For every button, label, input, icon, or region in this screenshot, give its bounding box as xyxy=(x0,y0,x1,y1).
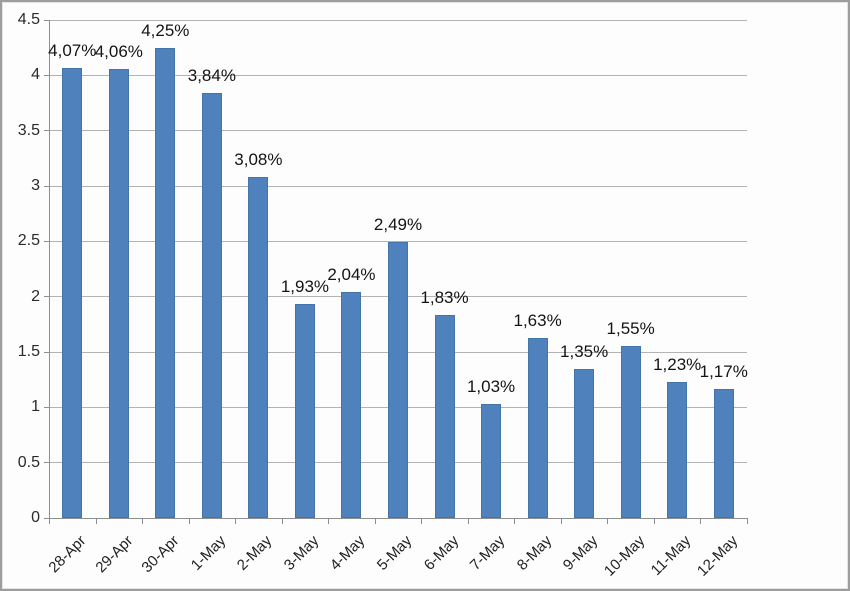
y-tick-mark xyxy=(44,74,49,76)
bar xyxy=(248,177,269,518)
bar-data-label: 1,83% xyxy=(420,288,469,308)
y-axis-tick-label: 0.5 xyxy=(17,453,40,471)
bar-data-label: 4,07% xyxy=(48,40,97,60)
x-tick-mark xyxy=(281,519,283,524)
y-gridline xyxy=(49,74,747,76)
bar xyxy=(294,304,315,518)
y-axis-tick-label: 4.5 xyxy=(17,11,40,28)
y-tick-mark xyxy=(44,130,49,132)
y-tick-mark xyxy=(44,517,49,519)
y-axis-tick-label: 3 xyxy=(31,177,40,194)
y-axis-line xyxy=(49,20,50,518)
y-gridline xyxy=(49,130,747,132)
x-axis-line xyxy=(49,518,748,519)
x-tick-mark xyxy=(328,519,330,524)
x-tick-mark xyxy=(95,519,97,524)
x-tick-mark xyxy=(700,519,702,524)
x-tick-mark xyxy=(421,519,423,524)
bar-data-label: 2,49% xyxy=(373,215,423,235)
bar xyxy=(201,93,222,518)
y-axis-tick-label: 1 xyxy=(31,398,40,416)
bar xyxy=(341,292,362,518)
x-tick-mark xyxy=(560,519,562,524)
bar xyxy=(62,67,83,518)
bar xyxy=(527,337,548,518)
y-axis-tick-label: 2 xyxy=(31,287,40,305)
bar-data-label: 1,23% xyxy=(653,354,702,374)
x-tick-mark xyxy=(235,519,237,524)
y-axis-tick-label: 3.5 xyxy=(17,121,40,139)
bar-data-label: 4,25% xyxy=(141,20,190,40)
y-gridline xyxy=(49,185,747,187)
y-tick-mark xyxy=(44,351,49,353)
x-tick-mark xyxy=(653,519,655,524)
bar-data-label: 2,04% xyxy=(327,265,376,285)
x-tick-mark xyxy=(607,519,609,524)
y-tick-mark xyxy=(44,185,49,187)
x-tick-mark xyxy=(142,519,144,524)
bar-data-label: 1,93% xyxy=(280,277,330,297)
y-tick-mark xyxy=(44,240,49,242)
bar-data-label: 4,06% xyxy=(94,41,143,61)
x-tick-mark xyxy=(49,519,50,524)
bar xyxy=(434,315,455,518)
bar-data-label: 1,55% xyxy=(606,319,655,339)
bar-data-label: 3,08% xyxy=(234,150,283,170)
y-axis-tick-label: 2.5 xyxy=(17,232,40,250)
x-tick-mark xyxy=(467,519,469,524)
x-tick-mark xyxy=(374,519,376,524)
bar-data-label: 1,17% xyxy=(699,361,748,381)
y-tick-mark xyxy=(44,19,49,21)
y-tick-mark xyxy=(44,406,49,408)
bar-data-label: 1,63% xyxy=(513,310,562,330)
bar xyxy=(155,47,176,518)
y-axis-tick-label: 4 xyxy=(31,66,40,84)
y-axis-tick-label: 1.5 xyxy=(17,343,40,360)
y-axis-tick-label: 0 xyxy=(31,509,40,526)
bar-data-label: 3,84% xyxy=(187,66,236,86)
bar xyxy=(574,368,595,518)
bar xyxy=(620,346,641,518)
bar xyxy=(667,381,688,518)
bar xyxy=(108,68,129,518)
bar-data-label: 1,03% xyxy=(466,377,516,396)
x-tick-mark xyxy=(514,519,516,524)
x-tick-mark xyxy=(747,519,748,524)
y-tick-mark xyxy=(44,462,49,464)
bar xyxy=(388,242,408,518)
bar-data-label: 1,35% xyxy=(560,341,609,361)
x-tick-mark xyxy=(188,519,190,524)
bar xyxy=(713,388,734,518)
bar xyxy=(481,404,502,518)
y-tick-mark xyxy=(44,296,49,298)
